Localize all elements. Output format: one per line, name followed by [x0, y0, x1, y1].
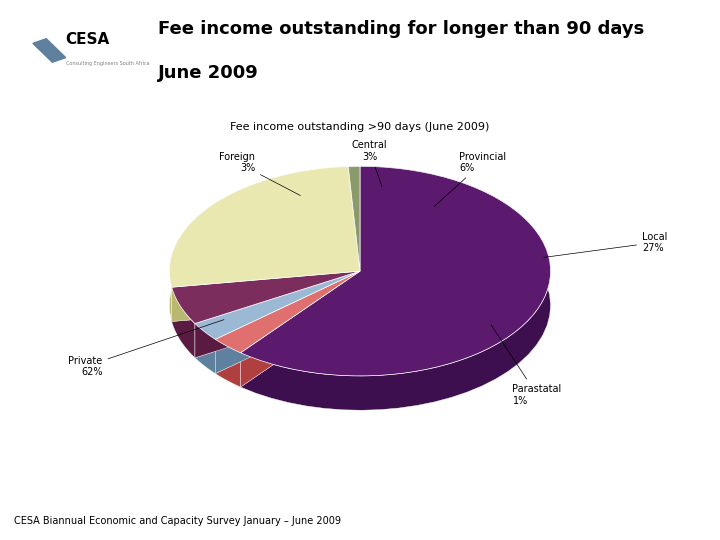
Polygon shape [169, 166, 360, 287]
Text: Private
62%: Private 62% [68, 320, 224, 377]
Polygon shape [240, 166, 551, 410]
Polygon shape [169, 166, 348, 321]
Polygon shape [195, 323, 215, 374]
Polygon shape [240, 166, 551, 376]
FancyArrow shape [33, 39, 66, 62]
Polygon shape [171, 271, 360, 323]
Polygon shape [215, 339, 240, 387]
Polygon shape [240, 271, 360, 387]
Text: CESA Biannual Economic and Capacity Survey January – June 2009: CESA Biannual Economic and Capacity Surv… [14, 516, 341, 526]
Polygon shape [215, 271, 360, 353]
Polygon shape [195, 271, 360, 358]
Polygon shape [195, 271, 360, 339]
Text: Parastatal
1%: Parastatal 1% [491, 325, 562, 406]
Text: CESA: CESA [66, 32, 109, 47]
Polygon shape [195, 271, 360, 358]
Polygon shape [240, 271, 360, 387]
Text: Provincial
6%: Provincial 6% [434, 152, 506, 206]
Text: Fee income outstanding for longer than 90 days: Fee income outstanding for longer than 9… [158, 20, 644, 38]
Text: Central
3%: Central 3% [351, 140, 387, 186]
Text: Local
27%: Local 27% [544, 232, 667, 258]
Polygon shape [171, 271, 360, 321]
Polygon shape [215, 271, 360, 374]
Polygon shape [215, 271, 360, 374]
Polygon shape [171, 287, 195, 358]
Polygon shape [348, 166, 360, 271]
Text: Fee income outstanding >90 days (June 2009): Fee income outstanding >90 days (June 20… [230, 122, 490, 132]
Text: June 2009: June 2009 [158, 64, 259, 82]
Polygon shape [348, 166, 360, 306]
Text: Foreign
3%: Foreign 3% [219, 152, 300, 195]
Text: Consulting Engineers South Africa: Consulting Engineers South Africa [66, 61, 149, 66]
Polygon shape [171, 271, 360, 321]
